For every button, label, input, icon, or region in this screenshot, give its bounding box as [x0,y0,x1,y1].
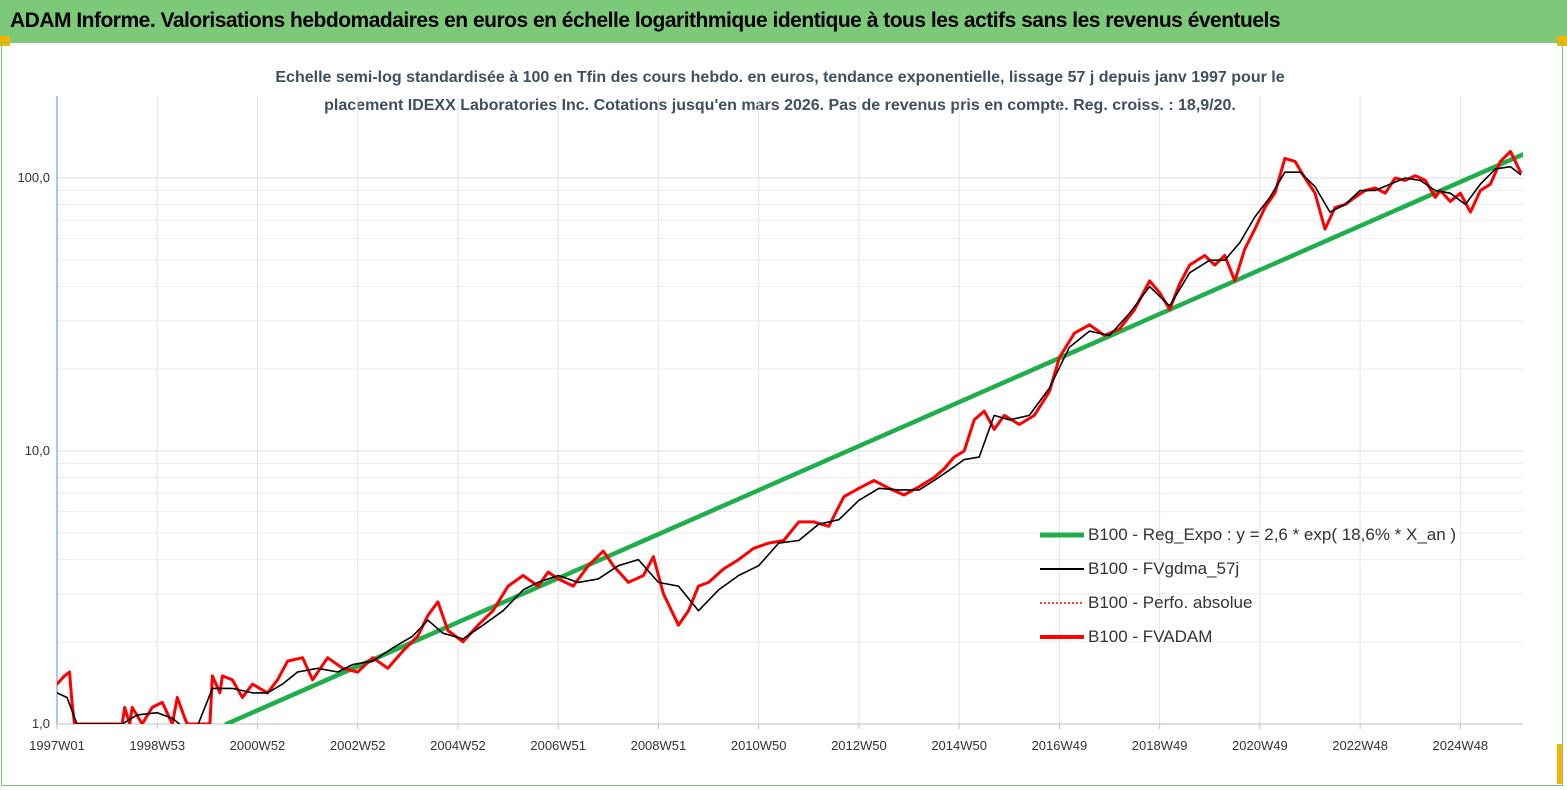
x-tick-label: 2020W49 [1232,738,1288,753]
header-banner: ADAM Informe. Valorisations hebdomadaire… [0,0,1567,42]
legend-label-fvadam: B100 - FVADAM [1088,627,1213,646]
chart-frame [1,42,1563,786]
legend-label-fvgdma: B100 - FVgdma_57j [1088,559,1240,578]
header-title: ADAM Informe. Valorisations hebdomadaire… [10,9,1281,32]
legend-swatch-reg-expo [1040,532,1084,538]
y-tick-label: 1,0 [32,716,50,731]
chart-title-line-2: placement IDEXX Laboratories Inc. Cotati… [324,97,1236,114]
x-tick-label: 2014W50 [931,738,987,753]
x-tick-label: 1997W01 [29,738,85,753]
legend-label-perfo-absolue: B100 - Perfo. absolue [1088,593,1253,612]
legend-swatch-perfo-absolue [1040,602,1084,604]
x-tick-label: 2006W51 [530,738,586,753]
vertical-gridlines [156,96,1461,724]
legend-item-perfo-absolue: B100 - Perfo. absolue [1040,586,1510,620]
legend-swatch-fvgdma [1040,568,1084,570]
legend-label-reg-expo: B100 - Reg_Expo : y = 2,6 * exp( 18,6% *… [1088,525,1457,544]
x-tick-label: 2002W52 [330,738,386,753]
series-line-1 [57,165,1522,724]
x-tick-label: 2004W52 [430,738,486,753]
corner-marker-top-left [0,36,10,46]
series-line-0 [224,152,1523,724]
y-tick-label: 100,0 [17,170,50,185]
legend-item-fvadam: B100 - FVADAM [1040,620,1510,654]
chart-title-line-1: Echelle semi-log standardisée à 100 en T… [275,69,1285,86]
x-tick-label: 2022W48 [1332,738,1388,753]
series-layer [57,150,1523,724]
x-tick-label: 2018W49 [1132,738,1188,753]
corner-marker-bottom-right [1557,744,1563,784]
x-tick-marks [56,724,1461,729]
legend-swatch-fvadam [1040,635,1084,639]
corner-marker-top-right [1557,36,1567,46]
x-tick-label: 2016W49 [1032,738,1088,753]
x-tick-labels: 1997W01 1998W53 2000W52 2002W52 2004W52 2006W… [29,738,1488,753]
x-tick-label: 1998W53 [129,738,185,753]
series-line-3 [57,150,1522,724]
y-tick-labels: 1,0 10,0 100,0 [17,170,50,731]
x-tick-label: 2024W48 [1433,738,1489,753]
x-tick-label: 2008W51 [631,738,687,753]
legend: B100 - Reg_Expo : y = 2,6 * exp( 18,6% *… [1040,518,1510,654]
legend-item-reg-expo: B100 - Reg_Expo : y = 2,6 * exp( 18,6% *… [1040,518,1510,552]
x-tick-label: 2010W50 [731,738,787,753]
y-tick-label: 10,0 [25,443,50,458]
chart-title: Echelle semi-log standardisée à 100 en T… [150,64,1410,120]
x-tick-label: 2000W52 [230,738,286,753]
x-tick-label: 2012W50 [831,738,887,753]
legend-item-fvgdma: B100 - FVgdma_57j [1040,552,1510,586]
